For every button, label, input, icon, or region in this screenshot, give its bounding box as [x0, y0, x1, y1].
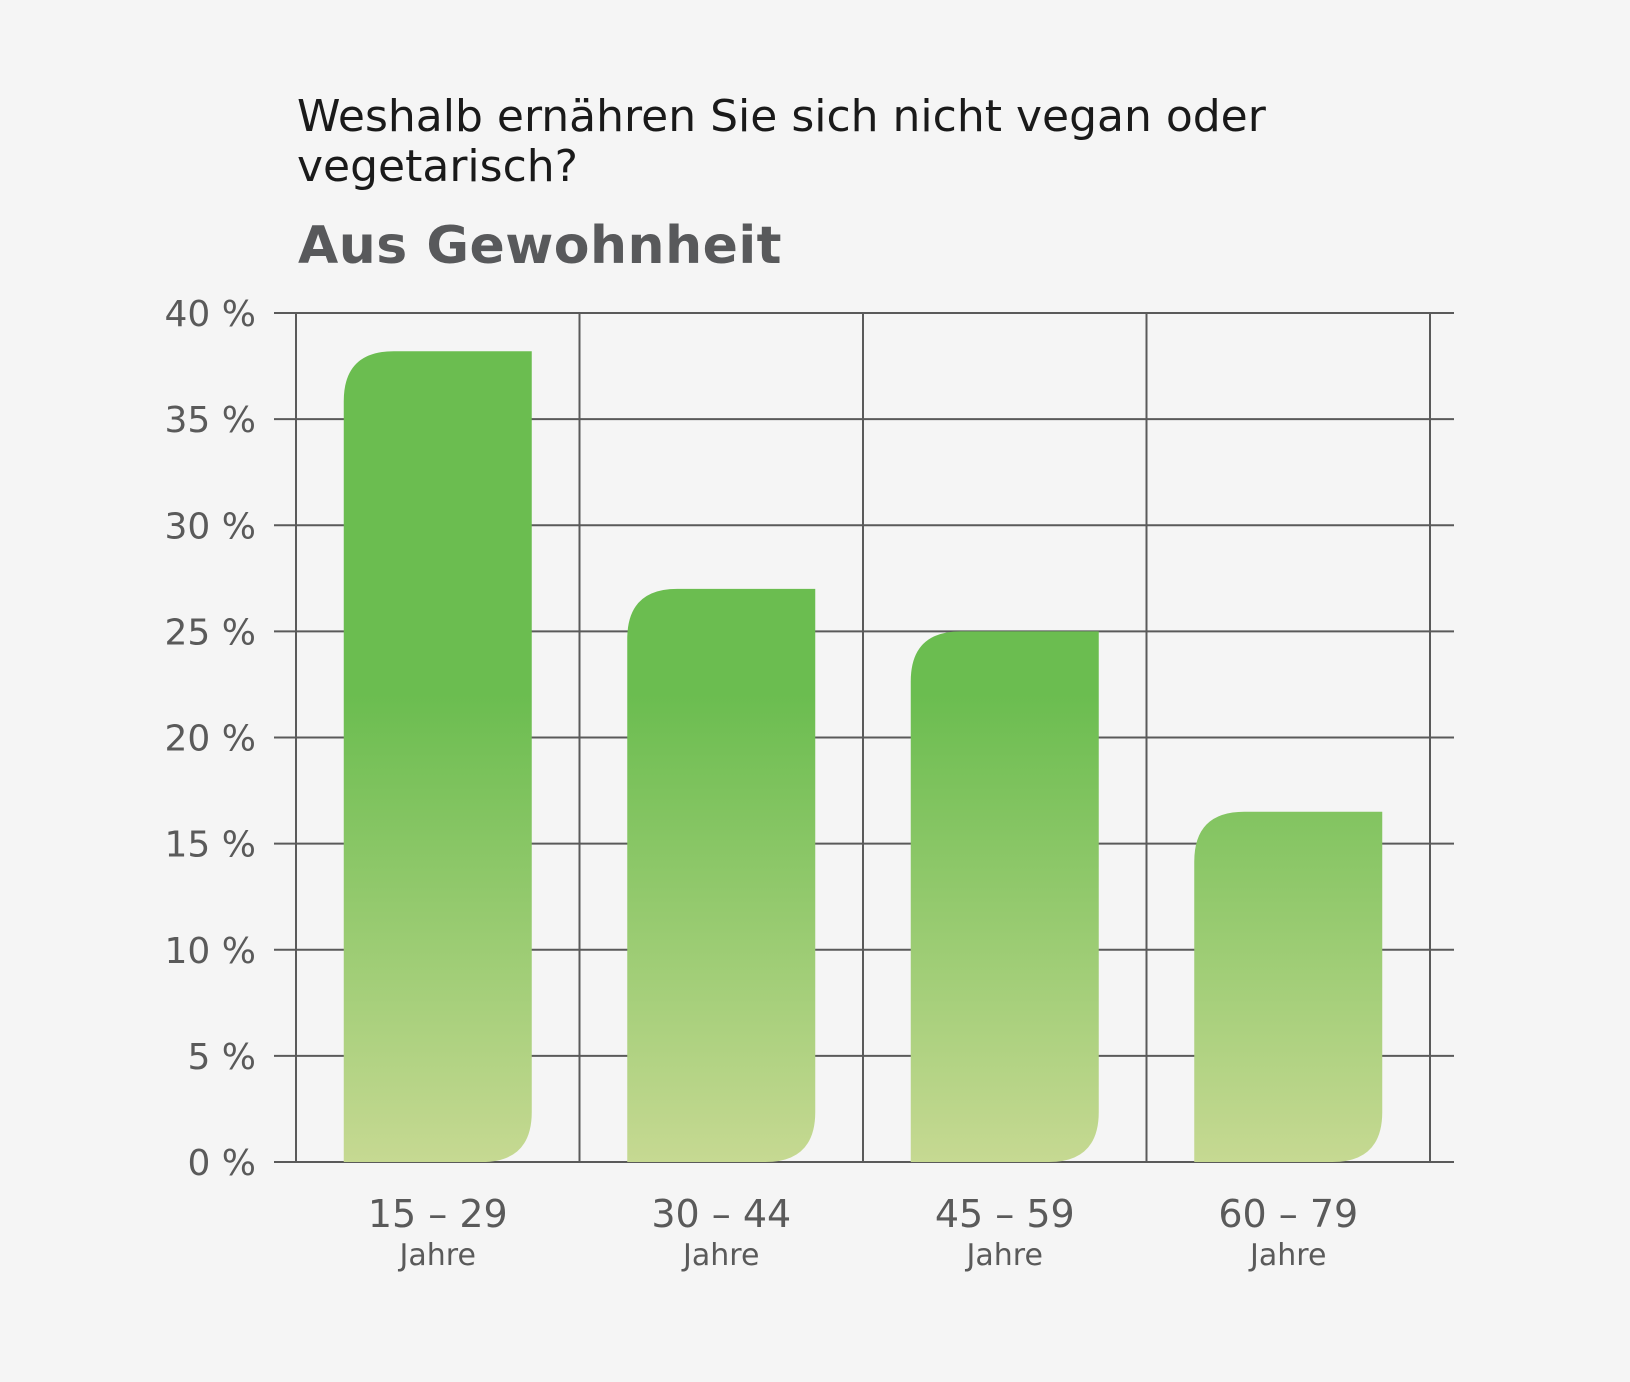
y-tick-label-8: 40 % [165, 294, 256, 335]
bar-3 [1194, 811, 1383, 1162]
x-category-sublabel-2: Jahre [965, 1238, 1043, 1273]
bar-0 [343, 351, 532, 1163]
bars [343, 351, 1383, 1163]
y-tick-label-2: 10 % [165, 931, 256, 972]
x-category-sublabel-0: Jahre [398, 1238, 476, 1273]
chart-subtitle: Aus Gewohnheit [298, 216, 783, 276]
bar-2 [910, 631, 1099, 1162]
chart-title: Weshalb ernähren Sie sich nicht vegan od… [297, 91, 1266, 192]
x-category-sublabel-3: Jahre [1248, 1238, 1326, 1273]
y-tick-label-6: 30 % [165, 506, 256, 547]
x-category-sublabel-1: Jahre [681, 1238, 759, 1273]
x-category-label-0: 15 – 29 [368, 1192, 508, 1236]
y-axis-tick-labels: 0 % 5 % 10 % 15 % 20 % 25 % 30 % 35 % 40 % [165, 294, 256, 1184]
y-tick-label-0: 0 % [187, 1143, 256, 1184]
bar-1 [627, 588, 816, 1162]
y-tick-label-3: 15 % [165, 825, 256, 866]
x-category-label-1: 30 – 44 [651, 1192, 791, 1236]
y-tick-label-4: 20 % [165, 719, 256, 760]
x-category-label-2: 45 – 59 [935, 1192, 1075, 1236]
y-tick-label-1: 5 % [187, 1037, 256, 1078]
y-tick-label-7: 35 % [165, 400, 256, 441]
x-category-label-3: 60 – 79 [1218, 1192, 1358, 1236]
y-tick-label-5: 25 % [165, 612, 256, 653]
